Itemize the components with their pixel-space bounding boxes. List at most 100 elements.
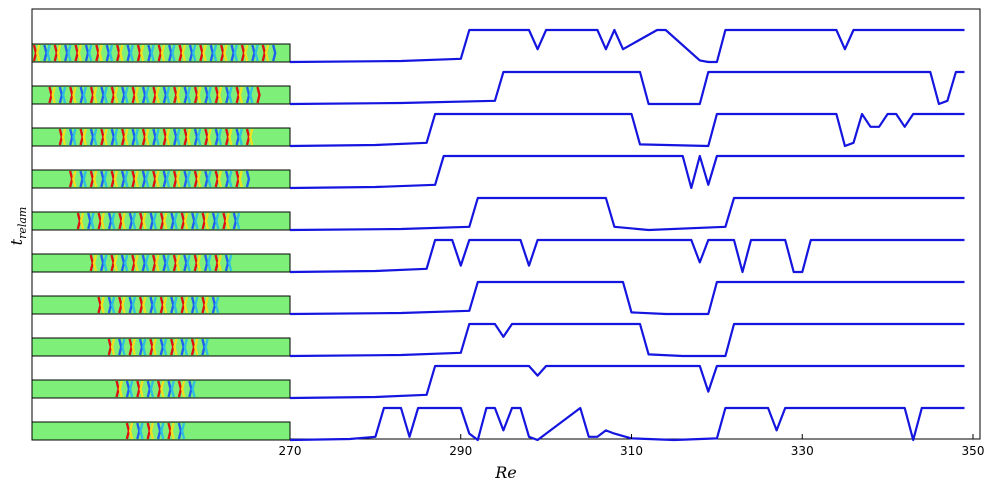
inset-stripe — [204, 212, 210, 230]
inset-stripe — [124, 86, 129, 104]
inset-stripe — [92, 170, 98, 188]
inset-stripe — [217, 254, 222, 272]
inset-stripe — [173, 212, 178, 230]
series-line — [289, 154, 965, 190]
inset-stripe — [142, 296, 147, 314]
inset-stripe — [110, 296, 116, 314]
inset-stripe — [215, 212, 220, 230]
inset-stripe — [186, 86, 192, 104]
inset-stripe — [152, 296, 157, 314]
inset-stripe — [186, 254, 191, 272]
inset-stripe — [160, 422, 165, 440]
inset-stripe — [149, 422, 155, 440]
series-line — [289, 364, 965, 400]
inset-stripe — [144, 254, 150, 272]
inset-stripe — [238, 128, 243, 146]
inset-stripe — [92, 128, 98, 146]
ticks-layer: 270 290 310 330 350 — [279, 434, 985, 458]
inset-stripe — [217, 128, 223, 146]
inset-stripe — [134, 254, 139, 272]
inset-stripe — [186, 170, 191, 188]
inset-stripe — [238, 86, 244, 104]
inset-stripe — [196, 128, 202, 146]
pattern-inset — [31, 43, 291, 63]
inset-stripe — [134, 128, 139, 146]
inset-stripe — [121, 296, 126, 314]
inset-stripe — [235, 212, 241, 230]
inset-stripe — [207, 254, 212, 272]
inset-stripe — [139, 380, 144, 398]
inset-stripe — [228, 86, 233, 104]
inset-stripe — [165, 254, 170, 272]
insets-layer — [31, 43, 291, 441]
x-tick-label: 350 — [962, 444, 985, 458]
inset-stripe — [123, 254, 129, 272]
inset-stripe — [118, 380, 123, 398]
inset-stripe — [180, 380, 186, 398]
inset-stripe — [72, 170, 77, 188]
inset-stripe — [103, 128, 108, 146]
inset-stripe — [155, 86, 160, 104]
inset-stripe — [238, 170, 243, 188]
inset-stripe — [119, 44, 124, 62]
inset-stripe — [173, 296, 178, 314]
inset-stripe — [35, 44, 41, 62]
inset-stripe — [176, 170, 181, 188]
inset-background — [31, 337, 291, 357]
series-line — [289, 112, 965, 148]
inset-stripe — [121, 338, 126, 356]
inset-stripe — [191, 44, 197, 62]
inset-stripe — [51, 86, 56, 104]
inset-stripe — [183, 212, 189, 230]
inset-stripe — [173, 338, 178, 356]
inset-stripe — [149, 380, 155, 398]
inset-stripe — [207, 128, 212, 146]
inset-stripe — [72, 128, 77, 146]
inset-stripe — [131, 338, 136, 356]
inset-stripe — [264, 44, 270, 62]
inset-stripe — [207, 170, 212, 188]
inset-stripe — [204, 338, 209, 356]
inset-stripe — [204, 296, 209, 314]
inset-stripe — [139, 422, 144, 440]
inset-stripe — [175, 254, 181, 272]
inset-stripe — [113, 254, 118, 272]
pattern-inset — [31, 295, 291, 315]
inset-stripe — [87, 44, 93, 62]
pattern-inset — [31, 337, 291, 357]
pattern-inset — [31, 127, 291, 147]
inset-stripe — [214, 296, 220, 314]
inset-background — [31, 253, 291, 273]
series-line — [289, 238, 965, 274]
inset-stripe — [108, 44, 114, 62]
inset-background — [31, 295, 291, 315]
inset-stripe — [212, 44, 218, 62]
inset-stripe — [82, 170, 87, 188]
inset-stripe — [113, 128, 119, 146]
inset-stripe — [233, 44, 238, 62]
inset-stripe — [176, 128, 181, 146]
inset-stripe — [61, 86, 67, 104]
inset-stripe — [139, 44, 145, 62]
series-line — [289, 406, 965, 442]
inset-stripe — [129, 44, 134, 62]
inset-stripe — [144, 170, 150, 188]
inset-stripe — [79, 212, 85, 230]
inset-stripe — [217, 170, 223, 188]
inset-stripe — [225, 212, 230, 230]
inset-stripe — [256, 86, 261, 104]
x-tick-label: 290 — [449, 444, 472, 458]
inset-stripe — [155, 254, 160, 272]
series-layer — [289, 28, 965, 442]
inset-stripe — [110, 338, 116, 356]
inset-stripe — [194, 212, 199, 230]
inset-stripe — [176, 86, 181, 104]
inset-stripe — [103, 254, 108, 272]
pattern-inset — [31, 169, 291, 189]
inset-stripe — [170, 380, 175, 398]
inset-stripe — [113, 170, 119, 188]
inset-stripe — [67, 44, 72, 62]
inset-stripe — [243, 44, 249, 62]
inset-stripe — [131, 296, 137, 314]
